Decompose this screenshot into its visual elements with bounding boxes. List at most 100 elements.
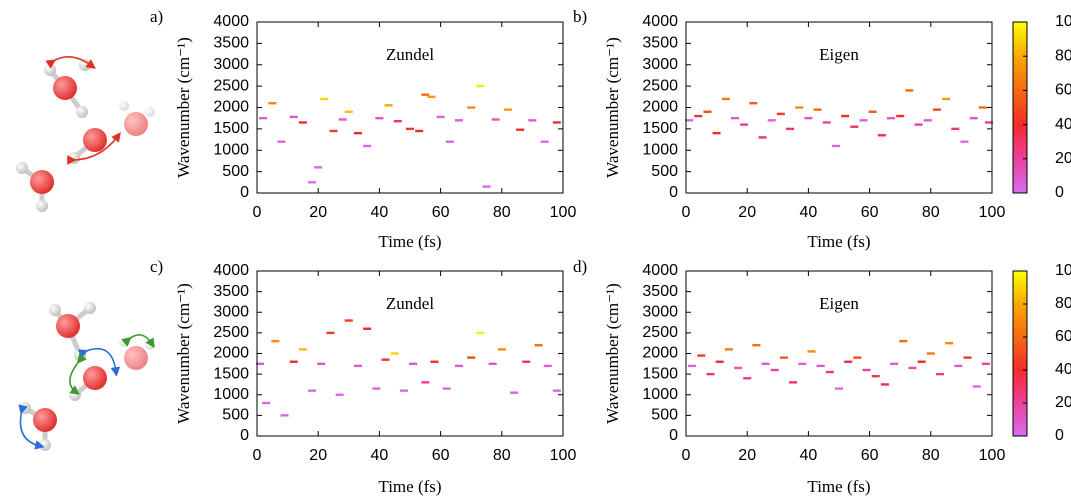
x-tick-label: 80 <box>493 204 511 221</box>
point <box>963 356 972 359</box>
point <box>926 352 935 355</box>
point <box>476 84 485 88</box>
point <box>831 144 840 148</box>
point <box>467 356 476 359</box>
point <box>816 364 825 368</box>
point <box>338 118 347 121</box>
point <box>503 108 512 111</box>
colorbar <box>1012 270 1028 437</box>
y-axis-label: Wavenumber (cm⁻¹) <box>174 37 193 178</box>
colorbar-tick-label: 100 <box>1055 262 1071 279</box>
point <box>789 381 798 384</box>
point <box>262 401 271 405</box>
point <box>905 89 914 92</box>
point <box>314 166 323 169</box>
y-tick-label: 1000 <box>642 141 678 158</box>
y-tick-label: 2500 <box>213 324 249 341</box>
point <box>779 356 788 359</box>
point <box>844 360 853 363</box>
point <box>981 362 990 366</box>
point <box>822 121 831 124</box>
y-tick-label: 1000 <box>642 386 678 403</box>
y-tick-label: 2000 <box>642 345 678 362</box>
point <box>406 127 414 131</box>
point <box>923 119 932 122</box>
colorbar-tick-label: 0 <box>1055 427 1064 444</box>
y-tick-label: 500 <box>222 407 249 424</box>
point <box>942 97 951 101</box>
point <box>743 377 752 380</box>
x-tick-label: 60 <box>432 204 450 221</box>
colorbar <box>1012 21 1028 194</box>
point <box>482 185 491 188</box>
y-tick-label: 3500 <box>642 283 678 300</box>
x-tick-label: 80 <box>922 204 940 221</box>
point <box>516 128 525 131</box>
point <box>320 97 329 101</box>
x-tick-label: 20 <box>738 447 756 464</box>
point <box>868 110 877 113</box>
molecule-top <box>16 56 155 212</box>
panel-label: c) <box>150 257 163 276</box>
point <box>776 112 785 116</box>
point <box>491 118 500 121</box>
point <box>859 119 868 122</box>
point <box>375 116 384 120</box>
point <box>543 364 552 368</box>
point <box>770 368 779 372</box>
point <box>786 127 795 131</box>
point <box>877 134 886 137</box>
panel-title: Eigen <box>819 294 859 313</box>
point <box>259 116 268 120</box>
y-tick-label: 4000 <box>213 262 249 279</box>
point <box>835 387 843 390</box>
point <box>850 125 859 128</box>
point <box>381 358 390 361</box>
point <box>277 140 286 143</box>
colorbar-tick-label: 20 <box>1055 394 1071 411</box>
x-tick-label: 40 <box>371 204 389 221</box>
y-tick-label: 2500 <box>213 77 249 94</box>
point <box>730 116 739 120</box>
point <box>317 362 326 366</box>
panel-label: b) <box>573 7 587 26</box>
y-tick-label: 2000 <box>213 99 249 116</box>
point <box>436 115 445 119</box>
point <box>427 95 436 99</box>
point <box>289 115 298 119</box>
x-tick-label: 60 <box>432 447 450 464</box>
x-tick-label: 60 <box>861 447 879 464</box>
point <box>724 348 733 351</box>
y-tick-label: 2500 <box>642 77 678 94</box>
x-tick-label: 100 <box>979 204 1006 221</box>
x-tick-label: 40 <box>371 447 389 464</box>
panel-title: Zundel <box>386 294 434 313</box>
y-tick-label: 3500 <box>213 283 249 300</box>
point <box>685 119 694 122</box>
point <box>697 354 706 357</box>
point <box>914 123 923 126</box>
point <box>978 106 987 109</box>
x-tick-label: 40 <box>800 447 818 464</box>
point <box>271 339 280 343</box>
point <box>256 362 265 366</box>
point <box>841 114 850 118</box>
point <box>945 341 954 345</box>
point <box>329 129 338 133</box>
point <box>308 181 317 184</box>
x-tick-label: 100 <box>550 204 577 221</box>
point <box>807 350 816 353</box>
x-tick-label: 80 <box>493 447 511 464</box>
point <box>510 391 519 394</box>
point <box>421 93 430 96</box>
x-tick-label: 20 <box>738 204 756 221</box>
point <box>552 121 561 124</box>
point <box>706 372 715 376</box>
point <box>969 116 978 120</box>
point <box>862 368 871 372</box>
point <box>326 331 335 335</box>
panel-label: d) <box>573 257 587 276</box>
colorbar-tick-label: 80 <box>1055 47 1071 64</box>
point <box>308 389 317 392</box>
